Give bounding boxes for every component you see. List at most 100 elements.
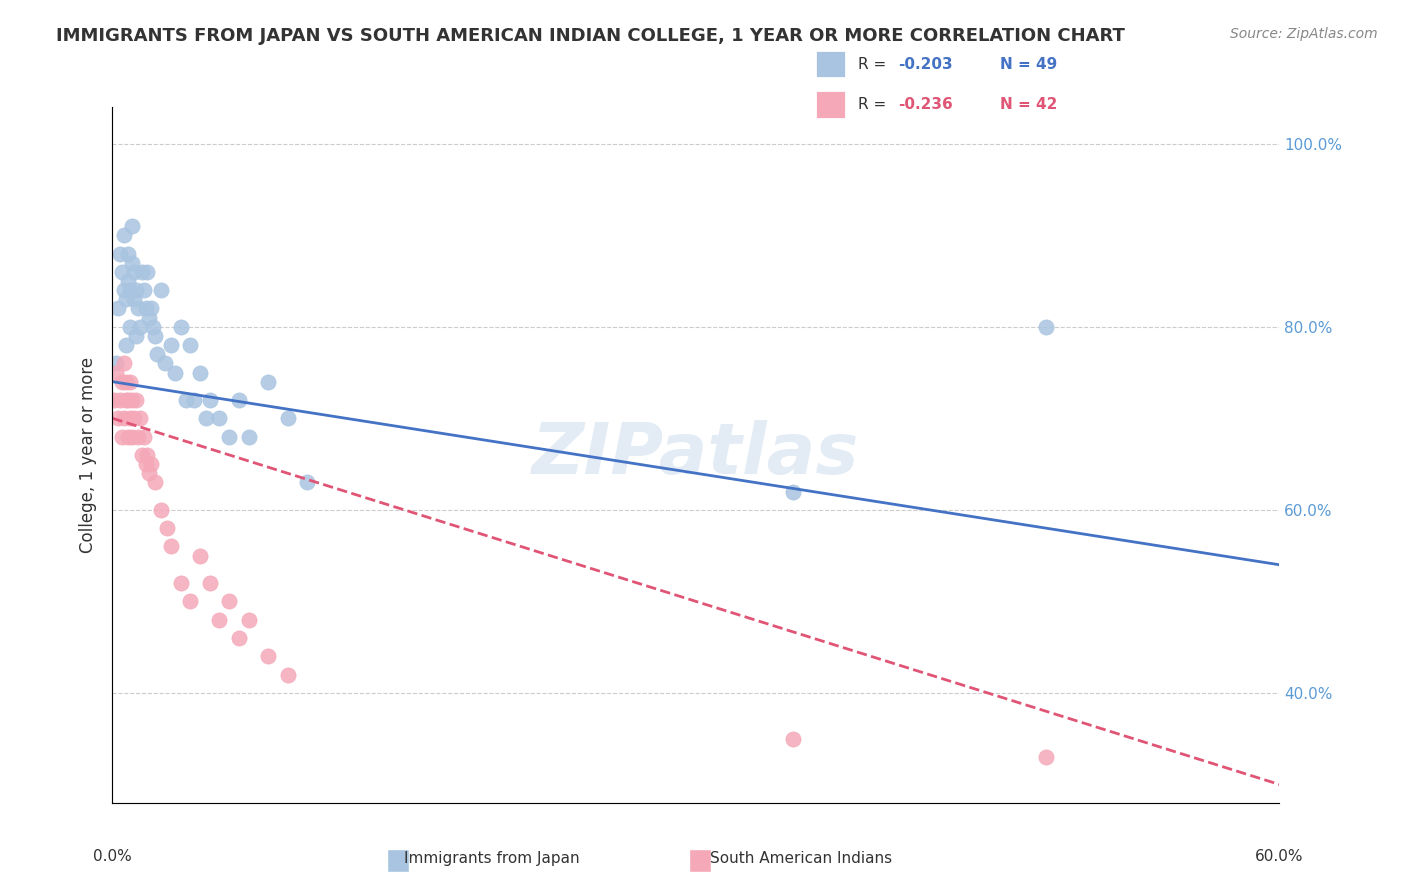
Point [132,283,155,297]
Text: Immigrants from Japan: Immigrants from Japan [405,851,579,865]
Point [121,392,143,407]
Point [103,392,125,407]
Point [143,329,166,343]
Point [121,219,143,233]
Point [276,667,298,681]
Y-axis label: College, 1 year or more: College, 1 year or more [79,357,97,553]
Point [135,301,157,316]
FancyBboxPatch shape [814,50,845,78]
Point [105,356,128,370]
Point [110,246,132,260]
Point [117,429,139,443]
Point [782,731,804,746]
Point [122,293,145,307]
Point [238,429,260,443]
Point [238,613,260,627]
Text: N = 42: N = 42 [1000,97,1057,112]
Point [125,283,148,297]
Text: R =: R = [858,57,891,71]
Point [208,411,231,425]
Point [122,265,145,279]
Text: 0.0%: 0.0% [93,848,132,863]
Point [194,411,217,425]
Point [228,392,250,407]
Point [188,549,211,563]
Point [112,356,135,370]
Point [125,392,148,407]
Point [257,649,280,664]
Point [118,319,141,334]
Point [218,594,240,608]
Point [128,411,150,425]
Point [276,411,298,425]
Point [112,283,135,297]
Point [118,411,141,425]
Point [128,319,150,334]
Point [117,246,139,260]
Point [782,484,804,499]
Point [228,631,250,645]
Point [121,255,143,269]
Text: -0.203: -0.203 [898,57,953,71]
Text: Source: ZipAtlas.com: Source: ZipAtlas.com [1230,27,1378,41]
Point [160,540,183,554]
Point [125,329,148,343]
Point [176,392,198,407]
Point [141,457,163,471]
Text: R =: R = [858,97,891,112]
Point [115,392,138,407]
Point [111,375,134,389]
Text: South American Indians: South American Indians [710,851,893,865]
Point [183,392,205,407]
Point [138,467,160,481]
Point [135,457,157,471]
Point [118,283,141,297]
Point [163,366,186,380]
Point [160,338,183,352]
Point [118,375,141,389]
Point [107,301,129,316]
Point [117,274,139,288]
Point [143,475,166,490]
Point [153,356,176,370]
Point [112,228,135,243]
Point [150,283,173,297]
Point [257,375,280,389]
Point [122,411,145,425]
Point [1035,750,1057,764]
Point [105,366,128,380]
Text: -0.236: -0.236 [898,97,953,112]
Point [179,594,201,608]
Point [115,293,138,307]
Point [150,503,173,517]
Text: IMMIGRANTS FROM JAPAN VS SOUTH AMERICAN INDIAN COLLEGE, 1 YEAR OR MORE CORRELATI: IMMIGRANTS FROM JAPAN VS SOUTH AMERICAN … [56,27,1125,45]
Point [107,411,129,425]
Point [1035,319,1057,334]
FancyBboxPatch shape [814,90,845,119]
Point [131,448,153,462]
Point [142,319,165,334]
Point [218,429,240,443]
Point [112,411,135,425]
Point [127,301,149,316]
Point [132,429,155,443]
Point [138,310,160,325]
Point [127,429,149,443]
Text: ZIPatlas: ZIPatlas [533,420,859,490]
Point [115,338,138,352]
Point [208,613,231,627]
Point [131,265,153,279]
Point [179,338,201,352]
Text: N = 49: N = 49 [1000,57,1057,71]
Point [111,429,134,443]
Point [115,375,138,389]
Point [169,319,191,334]
Point [141,301,163,316]
Point [136,265,159,279]
Point [117,392,139,407]
Point [198,576,221,591]
Point [198,392,221,407]
Point [110,392,132,407]
Point [146,347,169,361]
Point [121,429,143,443]
